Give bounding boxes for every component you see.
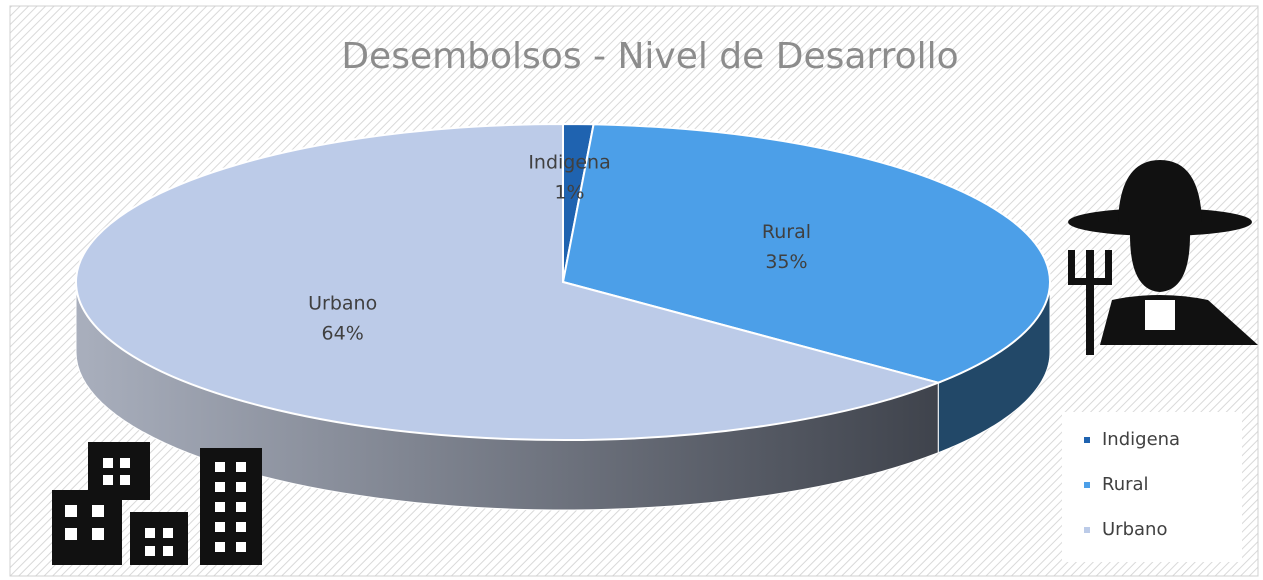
slice xyxy=(561,123,1051,384)
pie: Indigena 1% Rural 35% Urbano 64% xyxy=(75,122,1051,511)
chart-title: Desembolsos - Nivel de Desarrollo xyxy=(341,36,958,77)
legend: Indigena Rural Urbano xyxy=(1084,429,1180,540)
data-label-name: Rural xyxy=(762,221,811,243)
slice xyxy=(75,122,942,441)
buildings-icon xyxy=(52,442,262,565)
data-label-value: 64% xyxy=(322,323,364,345)
farmer-icon xyxy=(1068,160,1258,355)
legend-swatch xyxy=(1084,527,1090,533)
legend-swatch xyxy=(1084,437,1090,443)
legend-swatch xyxy=(1084,482,1090,488)
legend-box xyxy=(1062,412,1242,562)
data-label-name: Urbano xyxy=(308,293,377,315)
legend-label: Rural xyxy=(1102,474,1149,495)
legend-label: Indigena xyxy=(1102,429,1180,450)
data-label-name: Indigena xyxy=(528,152,610,174)
data-label-value: 35% xyxy=(765,251,807,273)
legend-label: Urbano xyxy=(1102,519,1167,540)
data-label-value: 1% xyxy=(554,182,584,204)
